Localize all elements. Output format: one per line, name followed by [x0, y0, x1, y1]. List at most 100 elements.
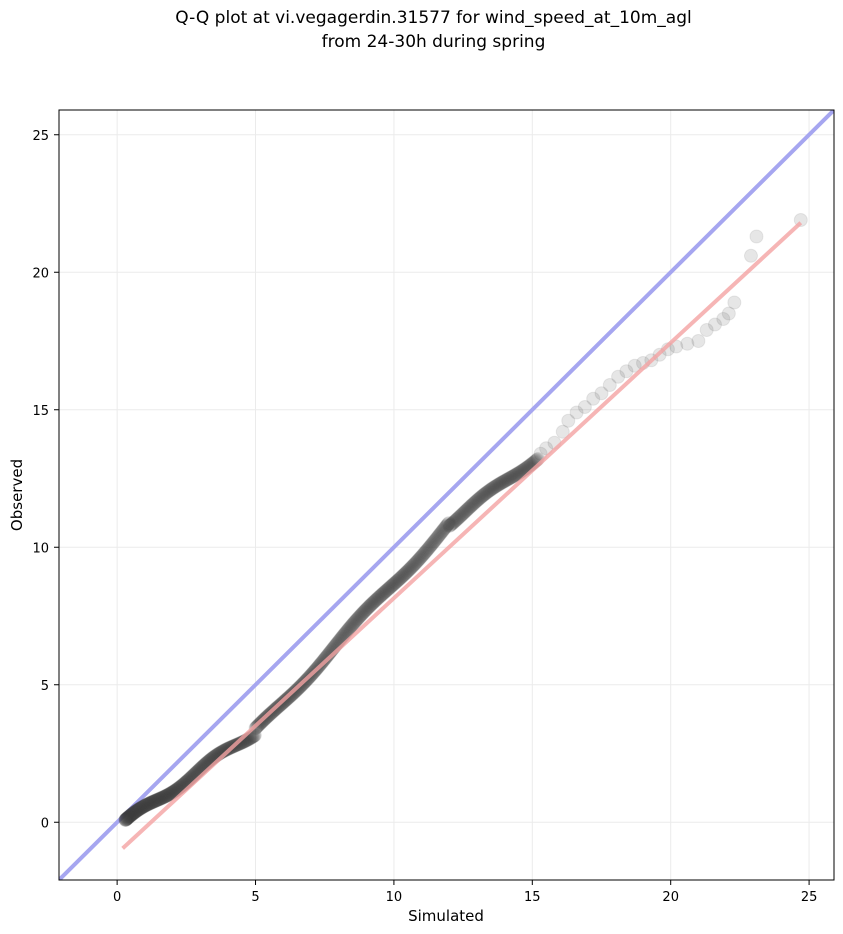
qq-point — [716, 312, 731, 326]
qq-point — [496, 474, 511, 489]
qq-point — [382, 581, 397, 596]
qq-point — [367, 594, 382, 609]
qq-point — [358, 602, 373, 617]
qq-point — [151, 792, 166, 807]
qq-point — [147, 794, 162, 809]
qq-point — [390, 574, 405, 589]
qq-point — [120, 810, 135, 825]
qq-point — [147, 794, 162, 809]
qq-point — [359, 602, 374, 617]
qq-point — [125, 807, 140, 822]
qq-point — [144, 795, 159, 810]
qq-point — [353, 608, 368, 623]
qq-point — [119, 812, 134, 827]
qq-point — [390, 573, 405, 588]
qq-point — [446, 515, 461, 530]
qq-point — [498, 473, 513, 488]
qq-point — [341, 622, 356, 637]
qq-point — [133, 801, 148, 816]
qq-point — [432, 527, 447, 542]
qq-point — [165, 785, 180, 800]
qq-point — [149, 793, 164, 808]
qq-point — [436, 522, 451, 537]
qq-point — [487, 480, 502, 495]
qq-point — [135, 800, 150, 815]
qq-point — [120, 811, 135, 826]
qq-point — [387, 576, 402, 591]
qq-point — [501, 471, 516, 486]
qq-point — [131, 802, 146, 817]
qq-point — [427, 533, 442, 548]
qq-point — [161, 787, 176, 802]
qq-point — [505, 469, 520, 484]
qq-point — [219, 742, 234, 757]
qq-point — [422, 540, 437, 555]
qq-point — [415, 548, 430, 563]
qq-point — [127, 805, 142, 820]
chart-title-line2: from 24-30h during spring — [321, 32, 546, 52]
qq-point — [491, 477, 506, 492]
qq-point — [680, 336, 695, 351]
qq-point — [407, 557, 422, 572]
grid — [59, 110, 834, 880]
qq-point — [436, 523, 451, 538]
qq-point — [357, 604, 372, 619]
qq-point — [417, 546, 432, 561]
qq-point — [119, 811, 134, 826]
y-tick-label: 20 — [32, 266, 49, 281]
qq-point — [399, 565, 414, 580]
qq-point — [459, 503, 474, 518]
qq-point — [134, 800, 149, 815]
qq-point — [427, 534, 442, 549]
qq-point — [422, 539, 437, 554]
qq-point — [139, 798, 154, 813]
qq-point — [489, 479, 504, 494]
qq-point — [346, 616, 361, 631]
qq-point — [721, 306, 736, 321]
qq-point — [166, 784, 181, 799]
x-tick-label: 25 — [801, 890, 818, 905]
qq-point — [406, 557, 421, 572]
qq-point — [338, 625, 353, 640]
plot-frame — [58, 109, 835, 881]
qq-point — [403, 561, 418, 576]
x-tick-label: 0 — [113, 890, 121, 905]
qq-point — [474, 489, 489, 504]
qq-point — [586, 391, 601, 406]
qq-point — [511, 466, 526, 481]
qq-point — [398, 566, 413, 581]
qq-point — [539, 441, 554, 456]
qq-point — [351, 610, 366, 625]
qq-point — [414, 549, 429, 564]
qq-point — [153, 791, 168, 806]
qq-point — [627, 358, 642, 373]
qq-point — [124, 807, 139, 822]
qq-point — [502, 471, 517, 486]
qq-point — [361, 599, 376, 614]
qq-point — [366, 595, 381, 610]
qq-point — [149, 793, 164, 808]
qq-point — [165, 785, 180, 800]
qq-point — [499, 473, 514, 488]
qq-point — [444, 517, 459, 532]
qq-point — [385, 578, 400, 593]
qq-point — [337, 627, 352, 642]
qq-point — [431, 528, 446, 543]
qq-point — [386, 576, 401, 591]
qq-point — [343, 619, 358, 634]
qq-point — [157, 789, 172, 804]
qq-point — [506, 469, 521, 484]
qq-point — [462, 500, 477, 515]
qq-point — [119, 812, 134, 827]
qq-point — [338, 626, 353, 641]
qq-point — [577, 400, 592, 414]
qq-point — [358, 603, 373, 618]
qq-point — [485, 481, 500, 496]
qq-point — [404, 560, 419, 575]
y-tick-label: 10 — [32, 541, 49, 556]
qq-point — [388, 575, 403, 590]
qq-point — [118, 812, 133, 827]
qq-point — [438, 520, 453, 535]
qq-point — [394, 570, 409, 585]
qq-point — [136, 799, 151, 814]
